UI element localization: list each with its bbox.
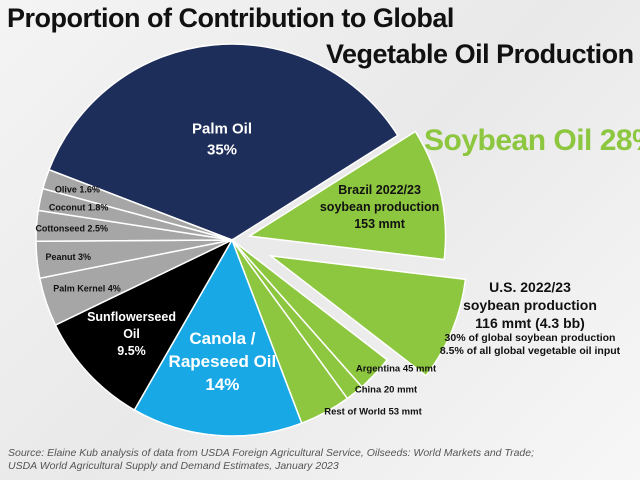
slice-label-sunflower-1: Oil xyxy=(123,327,140,341)
slice-label-cottonseed-0: Cottonseed 2.5% xyxy=(35,223,108,233)
us-annotation-line2: soybean production xyxy=(463,297,597,313)
pie-slice-sunflower xyxy=(54,238,234,411)
source-line2: USDA World Agricultural Supply and Deman… xyxy=(8,460,339,472)
chart-title-line2: Vegetable Oil Production xyxy=(326,39,634,69)
slice-label-sunflower-2: 9.5% xyxy=(117,344,146,358)
chart-title-line1: Proportion of Contribution to Global xyxy=(7,3,454,33)
slice-label-soy-brazil-2: 153 mmt xyxy=(354,217,406,231)
slice-label-peanut-0: Peanut 3% xyxy=(45,252,91,262)
soybean-oil-title: Soybean Oil 28% xyxy=(424,124,640,157)
slice-label-palm-0: Palm Oil xyxy=(192,120,252,137)
pie-slice-olive xyxy=(41,168,233,241)
slice-label-sunflower-0: Sunflowerseed xyxy=(87,310,176,324)
slice-label-soy-brazil-0: Brazil 2022/23 xyxy=(338,183,421,197)
slice-label-palm-1: 35% xyxy=(207,141,237,158)
slice-label-olive-0: Olive 1.6% xyxy=(55,185,100,195)
us-soybean-annotation: U.S. 2022/23 soybean production 116 mmt … xyxy=(430,278,630,358)
slice-label-soy-argentina-0: Argentina 45 mmt xyxy=(356,363,437,374)
slice-label-palm-kernel-0: Palm Kernel 4% xyxy=(53,284,121,294)
us-annotation-line3: 116 mmt (4.3 bb) xyxy=(475,315,585,331)
slice-label-canola-2: 14% xyxy=(205,375,239,394)
slice-label-coconut-0: Coconut 1.8% xyxy=(49,203,109,213)
pie-slice-canola xyxy=(133,238,303,437)
pie-slice-soy-us xyxy=(268,254,467,377)
source-line1: Source: Elaine Kub analysis of data from… xyxy=(8,447,534,459)
source-note: Source: Elaine Kub analysis of data from… xyxy=(8,447,534,473)
pie-slice-soy-brazil xyxy=(247,130,447,261)
pie-slice-palm xyxy=(48,43,399,241)
slice-label-canola-1: Rapeseed Oil xyxy=(169,352,277,371)
us-annotation-line4: 30% of global soybean production xyxy=(444,332,616,344)
slice-label-canola-0: Canola / xyxy=(189,329,255,348)
slice-label-soy-brazil-1: soybean production xyxy=(320,200,439,214)
us-annotation-line5: 8.5% of all global vegetable oil input xyxy=(439,345,621,357)
slice-label-soy-china-0: China 20 mmt xyxy=(355,384,418,395)
slice-label-soy-row-0: Rest of World 53 mmt xyxy=(324,406,422,417)
us-annotation-line1: U.S. 2022/23 xyxy=(489,279,571,295)
